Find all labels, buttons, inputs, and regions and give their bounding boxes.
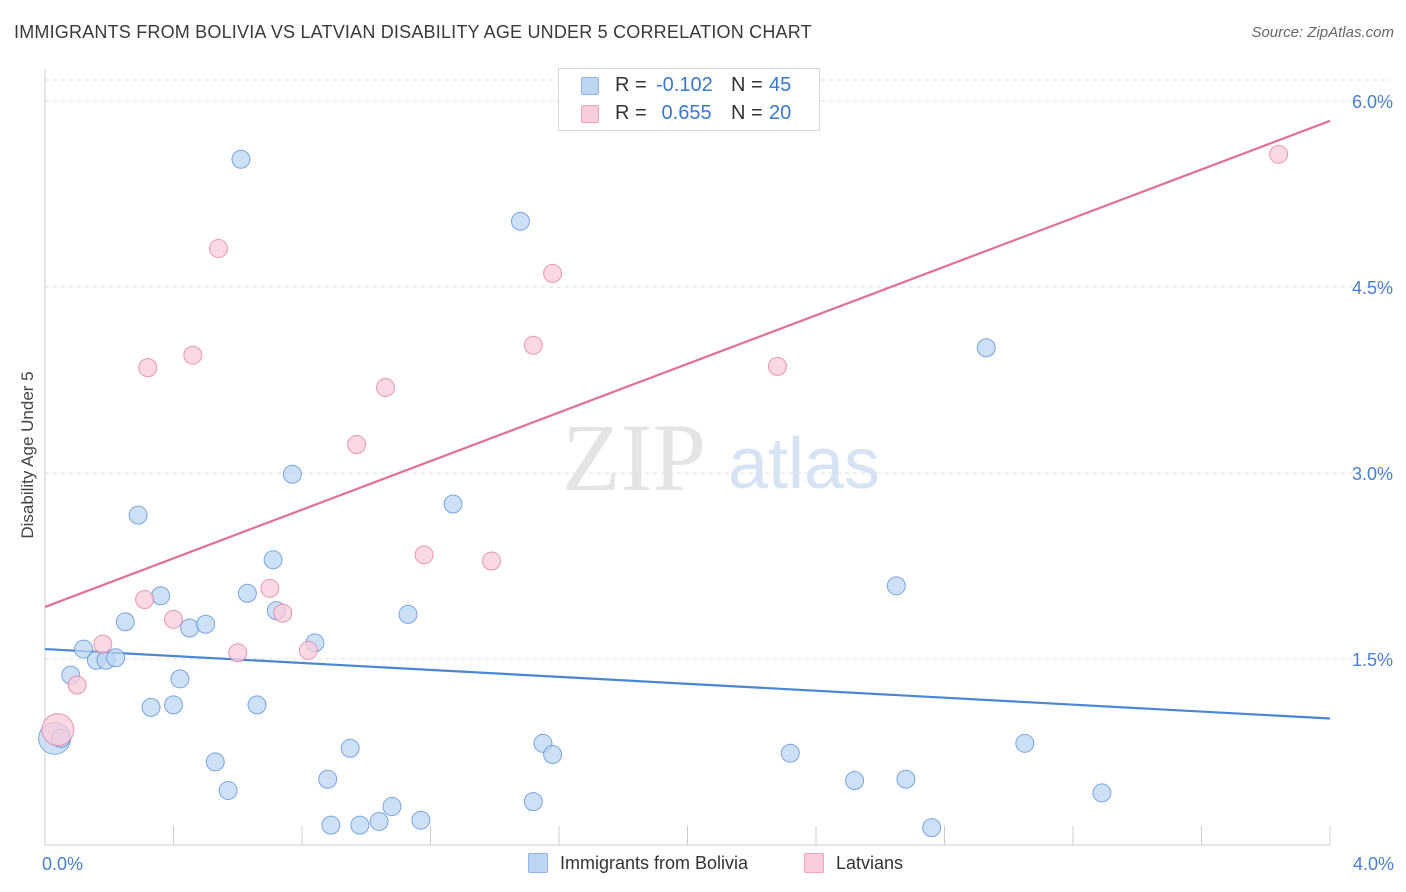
bolivia-point — [398, 604, 418, 624]
latvians-point — [273, 603, 293, 623]
bolivia-point — [196, 614, 216, 634]
watermark-zip: ZIP — [562, 404, 706, 511]
latvians-point — [93, 634, 113, 654]
bolivia-point — [180, 618, 200, 638]
x-tick-label: 0.0% — [42, 854, 83, 874]
bolivia-point — [510, 211, 530, 231]
stats-row-bolivia: R = -0.102 N = 45 — [559, 72, 819, 100]
y-tick-label: 3.0% — [1352, 464, 1393, 484]
n-label: N = — [731, 102, 763, 124]
bolivia-point — [321, 815, 341, 835]
latvians-point — [228, 643, 248, 663]
latvians-trend-line — [44, 119, 1331, 608]
latvians-point — [183, 345, 203, 365]
watermark: ZIP atlas — [562, 404, 880, 511]
latvians-point — [164, 609, 183, 629]
bolivia-point — [74, 639, 94, 659]
source-credit: Source: ZipAtlas.com — [1251, 24, 1394, 41]
bolivia-point — [263, 550, 283, 570]
watermark-atlas: atlas — [728, 424, 880, 504]
legend-label-bolivia: Immigrants from Bolivia — [560, 853, 749, 873]
bolivia-point — [164, 695, 183, 715]
chart-title: IMMIGRANTS FROM BOLIVIA VS LATVIAN DISAB… — [14, 22, 812, 42]
bolivia-point — [411, 810, 431, 830]
latvians-point — [347, 434, 367, 454]
y-tick-label: 6.0% — [1352, 92, 1393, 112]
bolivia-point — [282, 464, 302, 484]
bolivia-point — [369, 811, 389, 831]
bolivia-point — [780, 743, 800, 763]
bolivia-point — [218, 780, 238, 800]
n-label: N = — [731, 74, 763, 96]
bolivia-point — [523, 792, 543, 812]
x-tick-label: 4.0% — [1353, 854, 1394, 874]
bolivia-point — [231, 149, 251, 169]
latvians-point — [260, 578, 280, 598]
y-tick-label: 4.5% — [1352, 278, 1393, 298]
bolivia-point — [247, 695, 267, 715]
bolivia-point — [340, 738, 360, 758]
bolivia-point — [141, 697, 161, 717]
bolivia-point — [237, 583, 257, 603]
latvians-point — [208, 239, 228, 259]
bolivia-point — [382, 797, 402, 817]
latvians-point — [767, 356, 787, 376]
latvians-point — [67, 675, 87, 695]
bolivia-point — [443, 494, 463, 514]
latvians-point — [138, 358, 158, 378]
bolivia-point — [896, 769, 916, 789]
latvians-point — [1269, 144, 1289, 164]
latvians-point — [414, 545, 434, 565]
n-value: 45 — [769, 74, 792, 96]
bolivia-point — [115, 612, 135, 632]
bolivia-trend-line — [44, 647, 1331, 720]
latvians-point — [543, 263, 563, 283]
bolivia-point — [922, 818, 942, 838]
bolivia-point — [886, 576, 906, 596]
axes — [44, 70, 1331, 846]
bolivia-point — [151, 586, 171, 606]
legend-label-latvians: Latvians — [836, 853, 904, 873]
trend-lines — [44, 119, 1331, 720]
y-axis-label: Disability Age Under 5 — [18, 371, 37, 539]
r-value: -0.102 — [656, 74, 713, 96]
bolivia-point — [845, 771, 865, 791]
bolivia-point — [205, 752, 225, 772]
latvians-swatch — [581, 105, 599, 123]
r-value: 0.655 — [656, 102, 712, 124]
legend-swatch-bolivia — [528, 853, 548, 873]
bolivia-point — [1092, 783, 1112, 803]
bolivia-point — [543, 744, 563, 764]
bolivia-point — [350, 815, 370, 835]
n-value: 20 — [769, 102, 792, 124]
bolivia-point — [128, 505, 148, 525]
bolivia-swatch — [581, 77, 599, 95]
legend-swatch-latvians — [804, 853, 824, 873]
stats-row-latvians: R = 0.655 N = 20 — [559, 100, 819, 128]
latvians-point — [523, 335, 543, 355]
r-label: R = — [615, 102, 647, 124]
y-tick-label: 1.5% — [1352, 650, 1393, 670]
bolivia-point — [1015, 733, 1035, 753]
data-points — [38, 144, 1289, 838]
bolivia-point — [318, 769, 338, 789]
bolivia-point — [170, 669, 190, 689]
latvians-point — [135, 589, 155, 609]
grid-lines — [45, 79, 1390, 660]
latvians-point — [482, 551, 502, 571]
latvians-point — [298, 640, 318, 660]
stats-box: R = -0.102 N = 45 R = 0.655 N = 20 — [558, 68, 820, 131]
latvians-point — [376, 377, 396, 397]
r-label: R = — [615, 74, 647, 96]
bolivia-point — [106, 648, 126, 668]
latvians-point — [41, 713, 75, 747]
tick-labels: 1.5% 3.0% 4.5% 6.0% 0.0% 4.0% — [42, 92, 1394, 874]
bolivia-point — [976, 338, 996, 358]
